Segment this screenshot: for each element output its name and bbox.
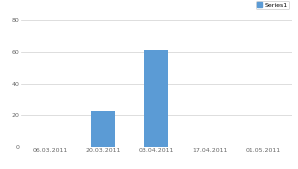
Legend: Series1: Series1 <box>256 1 289 9</box>
Bar <box>145 50 168 147</box>
Bar <box>91 111 115 147</box>
